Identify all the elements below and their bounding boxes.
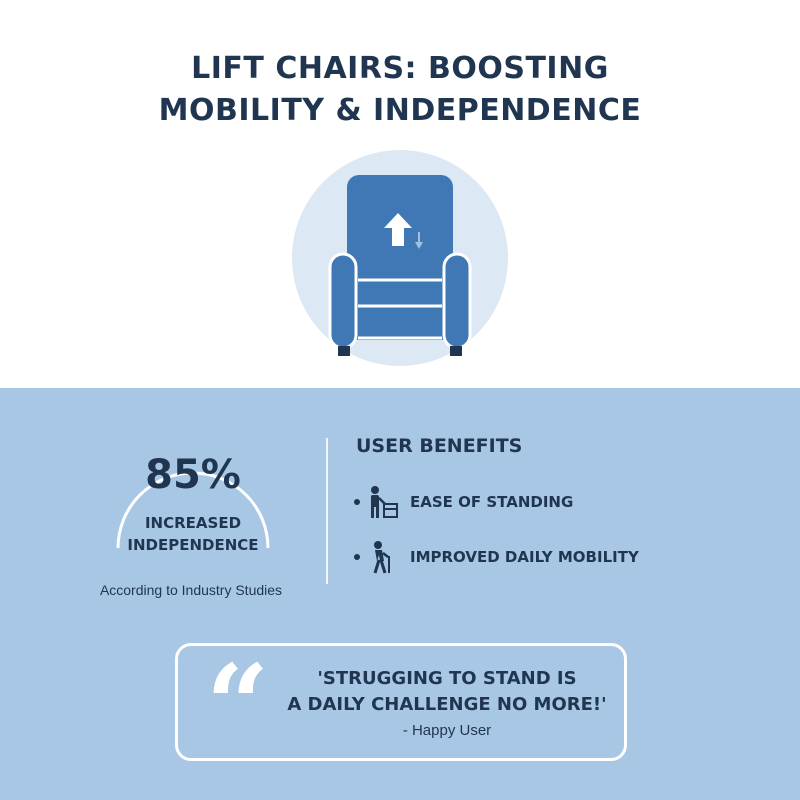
arrow-down-icon: [415, 232, 423, 249]
lift-chair-icon: [328, 175, 472, 356]
benefit-item-improved-daily-mobility: IMPROVED DAILY MOBILITY: [354, 540, 639, 574]
stat-label-line-2: INDEPENDENCE: [127, 536, 259, 554]
person-with-cane-icon: [373, 541, 390, 574]
quote-box: [175, 643, 627, 761]
page-title: LIFT CHAIRS: BOOSTING MOBILITY & INDEPEN…: [0, 48, 800, 132]
stat-value: 85%: [145, 452, 241, 498]
arrow-up-icon: [384, 213, 412, 246]
benefit-item-ease-of-standing: EASE OF STANDING: [354, 485, 573, 519]
stat-arc: [116, 471, 270, 549]
bottom-section: [0, 388, 800, 800]
benefits-title: USER BENEFITS: [356, 435, 523, 457]
quote-mark-icon: “: [206, 640, 270, 769]
quote-line-1: 'STRUGGING TO STAND IS: [317, 668, 577, 689]
benefit-label: EASE OF STANDING: [410, 493, 574, 511]
bullet-icon: [354, 554, 360, 560]
quote-text: 'STRUGGING TO STAND IS A DAILY CHALLENGE…: [282, 666, 612, 718]
title-line-1: LIFT CHAIRS: BOOSTING: [191, 51, 609, 86]
title-line-2: MOBILITY & INDEPENDENCE: [158, 93, 642, 128]
quote-line-2: A DAILY CHALLENGE NO MORE!': [287, 694, 607, 715]
divider: [326, 438, 328, 584]
benefit-label: IMPROVED DAILY MOBILITY: [410, 548, 639, 566]
person-standing-icon: [371, 486, 398, 518]
stat-source: According to Industry Studies: [99, 582, 283, 598]
quote-author: - Happy User: [402, 722, 492, 739]
bullet-icon: [354, 499, 360, 505]
stat-label-line-1: INCREASED: [144, 514, 242, 532]
stat-label: INCREASED INDEPENDENCE: [108, 512, 278, 556]
